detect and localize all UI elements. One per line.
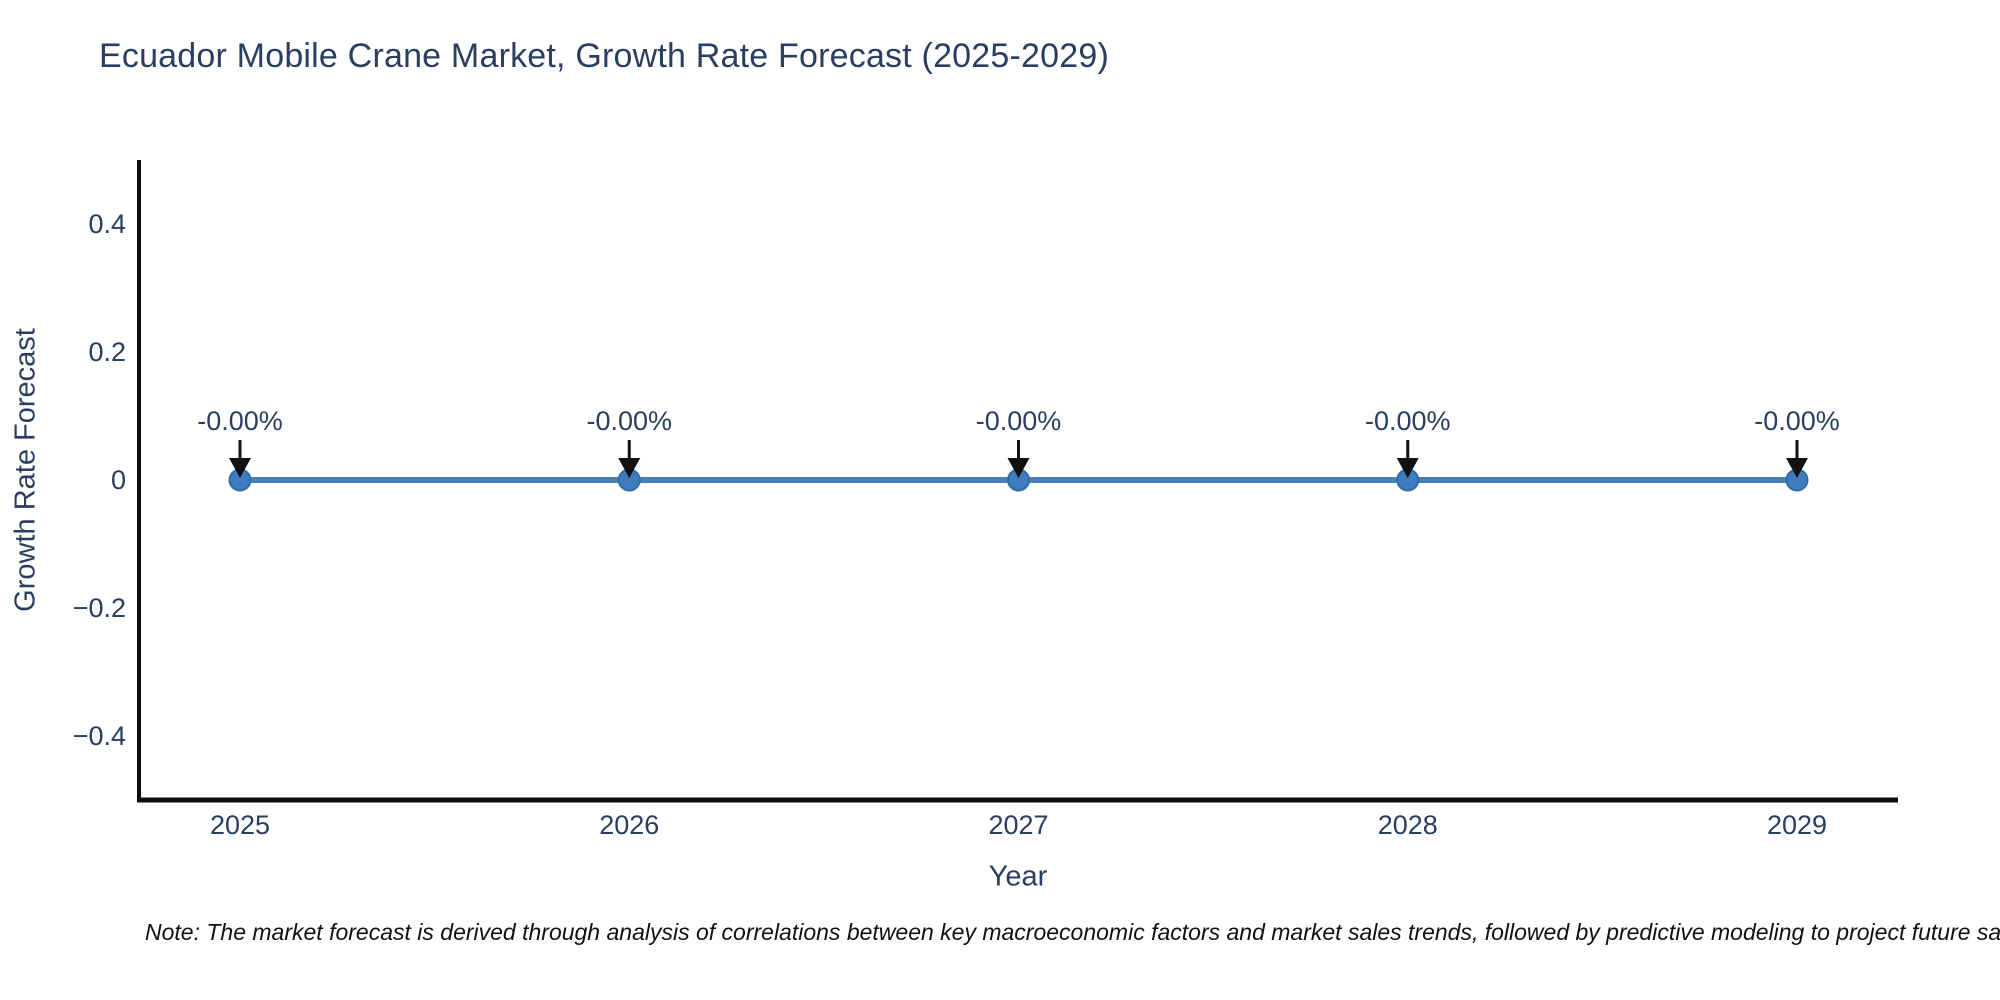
- x-tick-label: 2026: [599, 810, 659, 840]
- x-tick-label: 2027: [988, 810, 1048, 840]
- point-annotation-label: -0.00%: [586, 406, 672, 436]
- y-tick-label: 0: [111, 465, 126, 495]
- chart-title: Ecuador Mobile Crane Market, Growth Rate…: [99, 37, 1109, 75]
- point-annotation-label: -0.00%: [1754, 406, 1840, 436]
- annotation-arrow-head: [1786, 458, 1808, 478]
- point-annotation-label: -0.00%: [976, 406, 1062, 436]
- x-tick-label: 2025: [210, 810, 270, 840]
- y-tick-label: −0.4: [73, 721, 126, 751]
- y-tick-label: 0.4: [88, 209, 126, 239]
- annotation-arrow-head: [1007, 458, 1030, 478]
- y-tick-label: −0.2: [73, 593, 126, 623]
- point-annotation-label: -0.00%: [197, 406, 283, 436]
- annotation-arrow-head: [618, 458, 641, 478]
- annotation-arrow-head: [1396, 458, 1419, 478]
- annotation-arrow-head: [229, 458, 251, 478]
- y-tick-label: 0.2: [88, 337, 126, 367]
- point-annotation-label: -0.00%: [1365, 406, 1451, 436]
- x-tick-label: 2029: [1767, 810, 1827, 840]
- footnote: Note: The market forecast is derived thr…: [145, 919, 2000, 945]
- x-axis-title: Year: [988, 860, 1048, 893]
- x-tick-label: 2028: [1378, 810, 1438, 840]
